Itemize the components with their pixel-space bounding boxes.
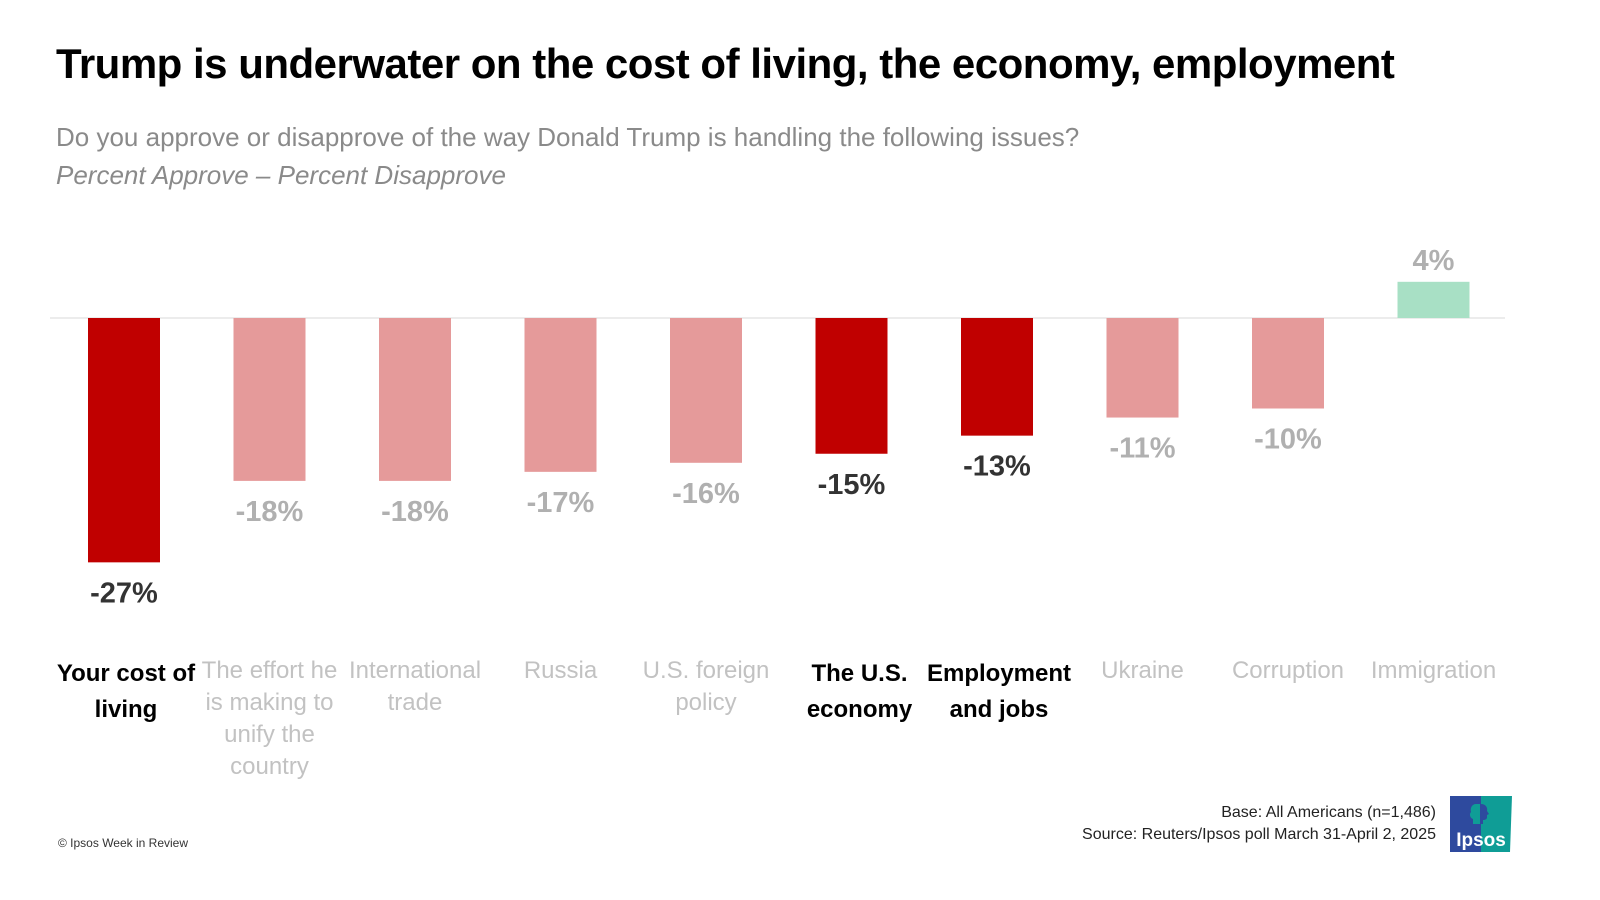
category-label: International trade — [348, 657, 482, 716]
category-label: U.S. foreign policy — [642, 657, 770, 716]
bar — [961, 318, 1033, 436]
data-label: -18% — [381, 496, 449, 528]
data-label: -13% — [963, 451, 1031, 483]
chart-title: Trump is underwater on the cost of livin… — [56, 40, 1395, 87]
chart-measure: Percent Approve – Percent Disapprove — [56, 160, 506, 190]
category-label: Employment and jobs — [926, 660, 1072, 723]
bar — [524, 318, 597, 472]
source-note: Base: All Americans (n=1,486) Source: Re… — [1082, 802, 1436, 846]
bar — [670, 318, 742, 463]
data-label: -10% — [1254, 424, 1322, 456]
data-label: -11% — [1109, 433, 1175, 465]
bar — [233, 318, 306, 481]
source-line: Source: Reuters/Ipsos poll March 31-Apri… — [1082, 826, 1436, 843]
category-label: Ukraine — [1101, 657, 1184, 684]
bar — [815, 318, 888, 454]
bar — [88, 318, 160, 563]
category-label: Immigration — [1370, 657, 1497, 684]
chart-subtitle: Do you approve or disapprove of the way … — [56, 122, 1080, 152]
category-label: Your cost of living — [56, 660, 196, 723]
data-label: -27% — [90, 577, 158, 609]
category-label: Corruption — [1231, 657, 1345, 684]
category-label: The effort he is making to unify the cou… — [201, 657, 338, 780]
data-label: -18% — [236, 496, 304, 528]
data-label: 4% — [1413, 245, 1455, 277]
data-label: -16% — [672, 478, 740, 510]
category-label: Russia — [523, 657, 598, 684]
copyright-note: © Ipsos Week in Review — [58, 836, 189, 850]
base-note: Base: All Americans (n=1,486) — [1221, 804, 1436, 821]
category-label: The U.S. economy — [806, 660, 913, 723]
ipsos-logo: Ipsos — [1450, 796, 1512, 852]
data-label: -17% — [527, 487, 595, 519]
bar — [1397, 281, 1470, 318]
logo-text: Ipsos — [1456, 830, 1506, 851]
bar — [1252, 318, 1324, 409]
bar — [1106, 318, 1179, 418]
data-label: -15% — [818, 469, 886, 501]
bar — [379, 318, 451, 481]
